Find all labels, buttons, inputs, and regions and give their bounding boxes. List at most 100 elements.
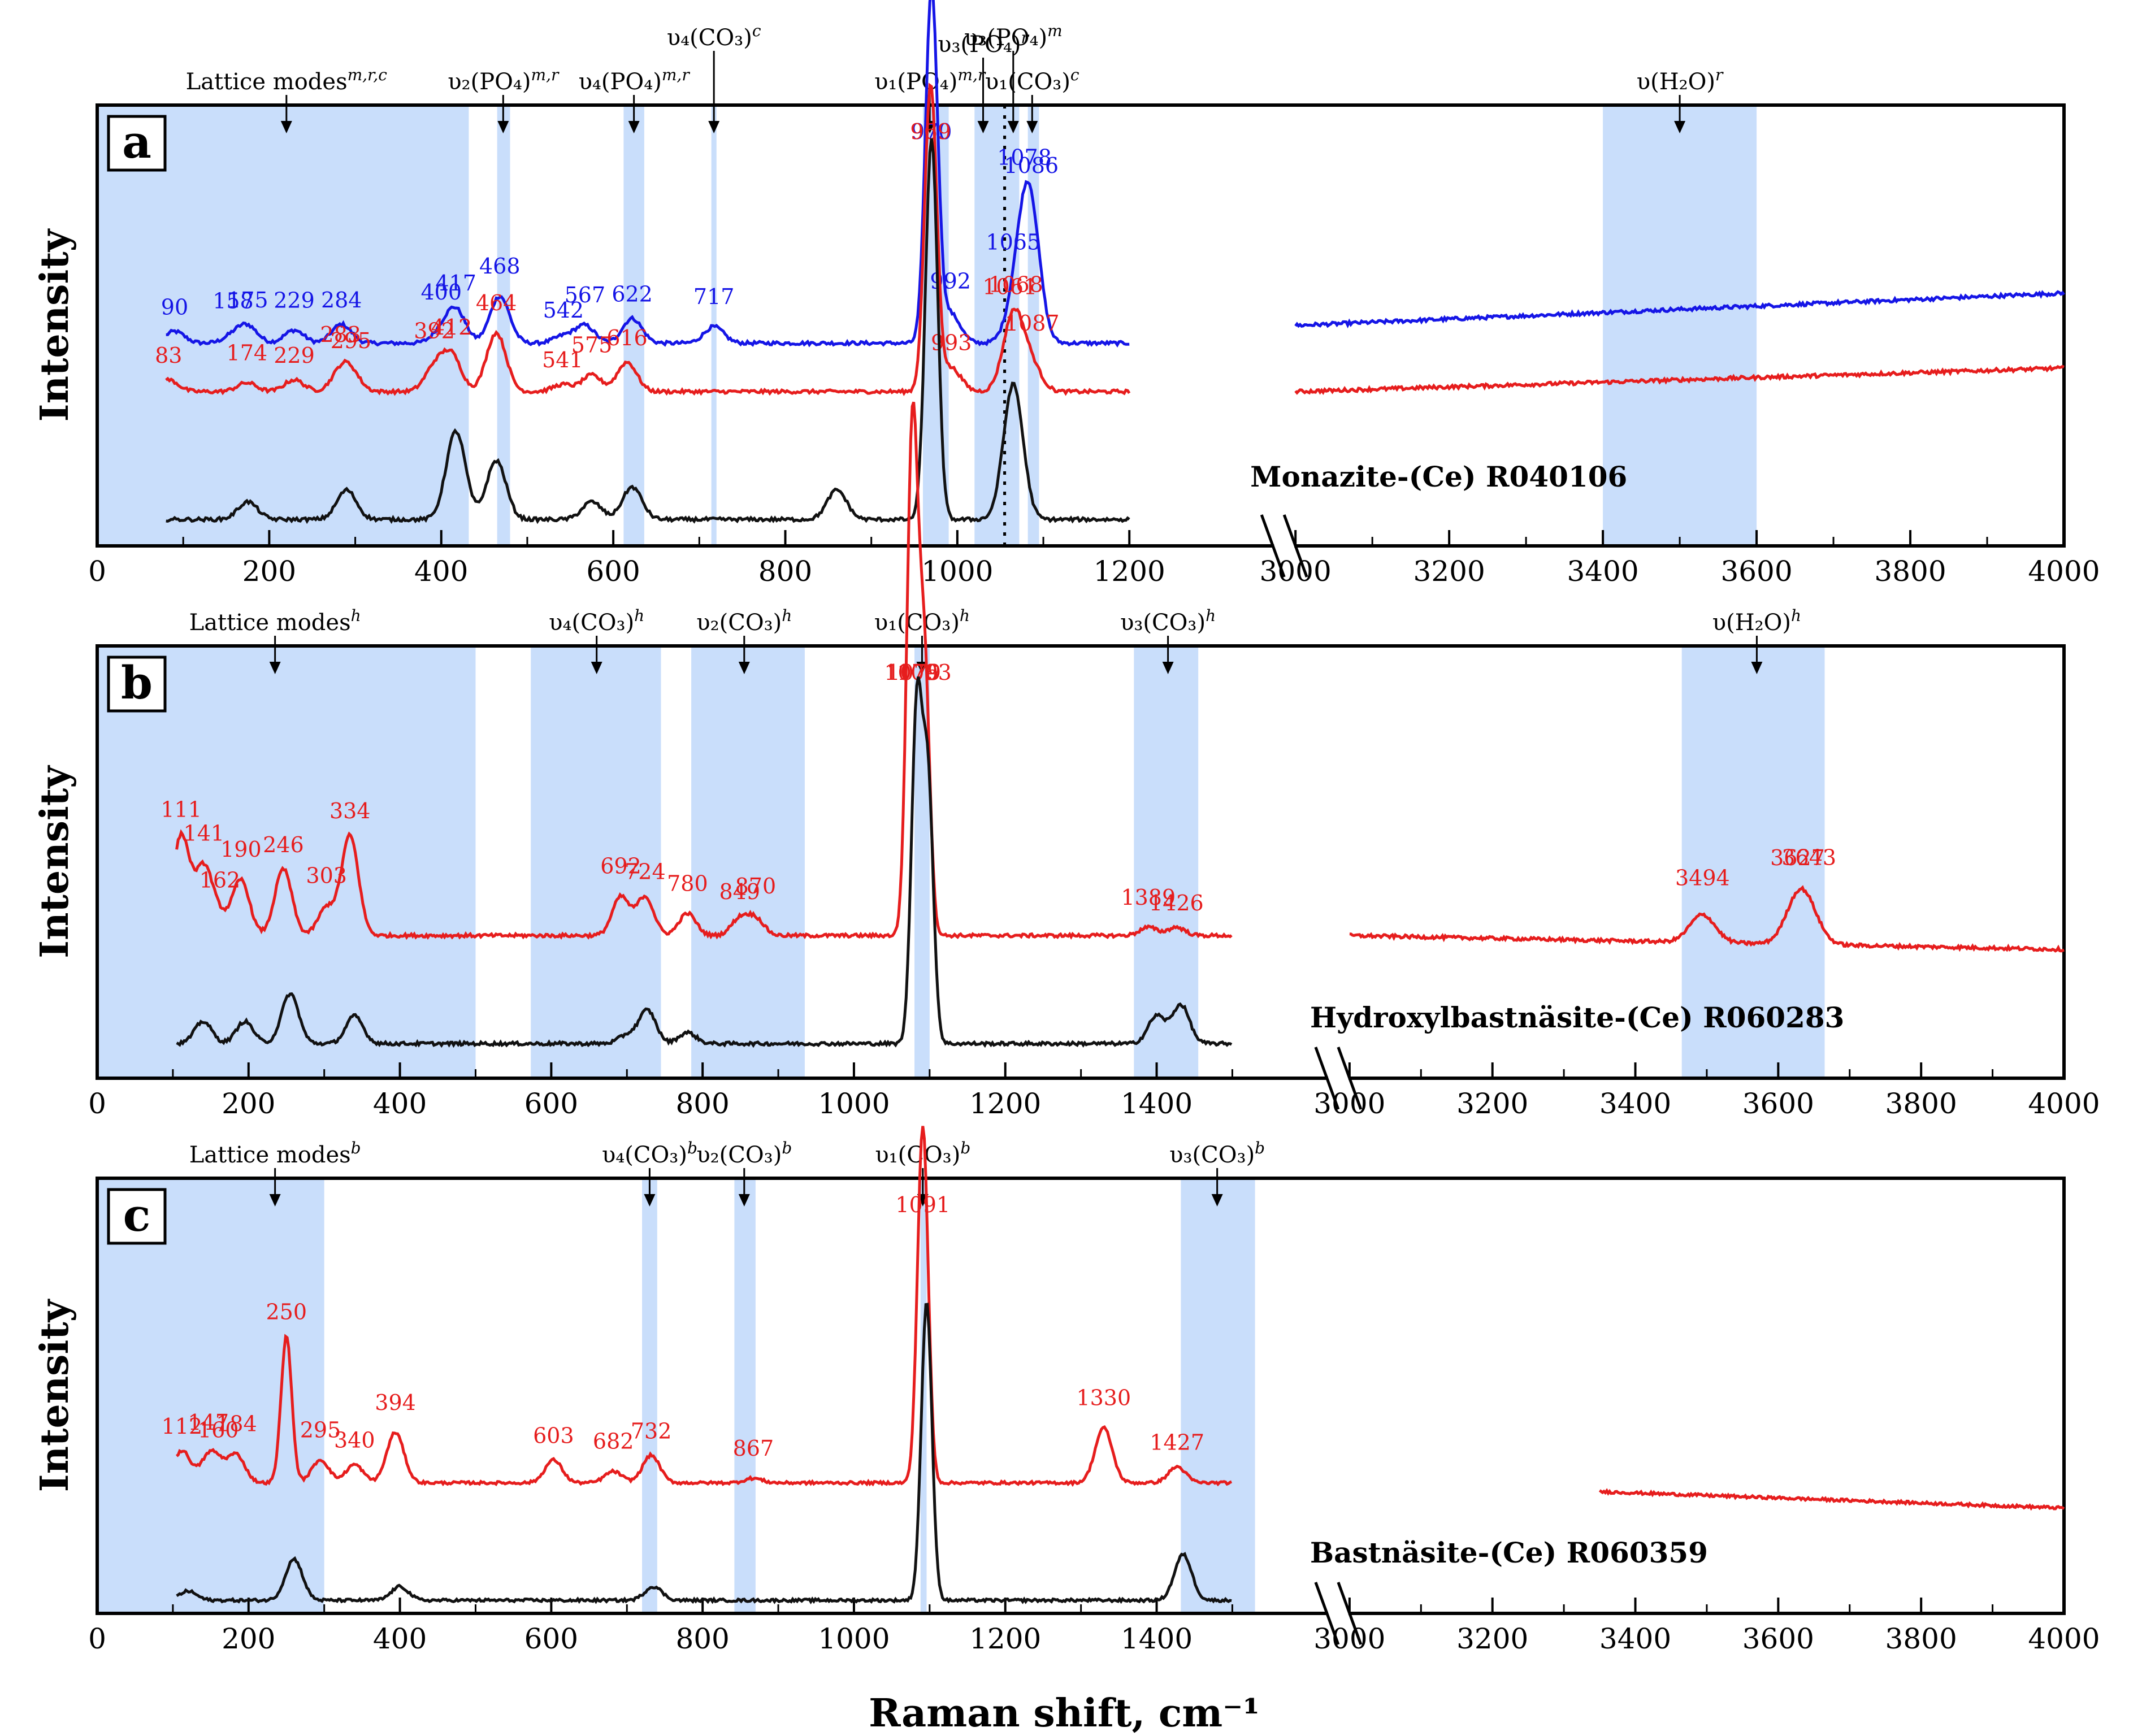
band-3 [920,1178,927,1613]
peak-label: 295 [331,328,372,353]
panel-letter-box [107,1188,167,1245]
peak-label: 158 [213,288,254,313]
axis-break-mark [1314,1047,1340,1110]
peak-label: 541 [542,348,583,372]
band-label: υ₂(CO₃)h [696,606,792,636]
band-label: υ₄(PO₄)m,r [579,66,691,96]
peak-label: 3494 [1675,866,1730,891]
band-4 [1181,1178,1255,1613]
peak-label: 303 [306,863,347,888]
band-arrow-head [628,121,640,133]
peak-label: 1086 [1004,153,1059,178]
x-tick-label: 600 [586,555,640,588]
x-tick-label: 0 [88,1622,106,1655]
x-tick-label: 3000 [1260,555,1332,588]
band-label: υ₁(CO₃)b [875,1139,970,1169]
x-tick-label: 3800 [1874,555,1946,588]
spectrum-red [165,83,1131,396]
band-label: υ₂(CO₃)b [696,1139,792,1169]
peak-label: 83 [155,343,182,368]
peak-label: 993 [931,331,972,355]
peak-label: 229 [274,288,315,313]
peak-label: 1426 [1149,891,1204,915]
spectrum-red [1598,1488,2065,1511]
x-tick-label: 3000 [1313,1622,1385,1655]
band-7 [1603,105,1757,546]
peak-label: 542 [543,298,584,323]
peak-label: 174 [227,340,268,365]
band-label: υ₃(PO₄)m [964,21,1063,51]
band-1 [531,646,661,1078]
y-axis-label: Intensity [32,228,77,422]
band-arrow-head [269,662,281,674]
band-0 [97,646,476,1078]
band-arrow-head [738,1194,750,1206]
panel-letter-box [107,656,167,713]
peak-label: 229 [274,343,315,368]
panel-c: 0 200 400 600 800 1000 1200 1400 3000 3200 3400 360… [32,1126,2100,1655]
band-arrow-head [1026,121,1038,133]
peak-label: 147 [188,1410,229,1435]
x-tick-label: 1400 [1121,1622,1193,1655]
x-tick-label: 3200 [1413,555,1485,588]
x-tick-label: 1000 [921,555,993,588]
peak-label: 1078 [997,145,1052,170]
x-tick-label: 400 [373,1087,427,1120]
peak-label: 400 [420,280,462,305]
panel-letter: c [123,1188,151,1242]
peak-label: 175 [227,288,268,313]
band-0 [97,1178,324,1613]
peak-label: 184 [216,1412,257,1436]
peak-label: 575 [571,333,613,358]
band-label: υ(H₂O)h [1712,606,1801,636]
band-5 [1681,646,1825,1078]
peak-label: 340 [334,1428,375,1453]
band-label: υ₃(CO₃)b [1169,1139,1265,1169]
peak-label: 162 [200,868,241,893]
x-tick-label: 3600 [1742,1622,1814,1655]
band-label: υ₂(PO₄)m,r [448,66,560,96]
panel-b: 0 200 400 600 800 1000 1200 1400 3000 3200 3400 360… [32,401,2100,1120]
x-tick-label: 4000 [2028,1622,2100,1655]
band-4 [1134,646,1199,1078]
peak-label: 141 [184,821,225,845]
peak-label: 870 [735,874,777,899]
peak-label: 1068 [988,272,1043,297]
peak-label: 464 [476,290,517,315]
x-tick-label: 400 [414,555,468,588]
band-label: υ₄(CO₃)h [549,606,644,636]
x-tick-label: 4000 [2028,555,2100,588]
x-tick-label: 1200 [969,1622,1041,1655]
band-2 [691,646,805,1078]
band-label: Lattice modesm,r,c [186,66,388,96]
spectrum-black [166,138,1130,524]
x-tick-label: 1200 [969,1087,1041,1120]
spectrum-black [176,1303,1232,1605]
peak-label: 90 [161,294,188,319]
x-tick-label: 200 [242,555,296,588]
x-tick-label: 800 [675,1087,729,1120]
band-0 [97,105,469,546]
band-5 [974,105,1020,546]
peak-label: 1091 [895,1192,950,1217]
peak-label: 246 [263,832,304,857]
peak-label: 250 [266,1300,307,1325]
spectrum-red [175,1126,1233,1487]
band-arrow-head [1211,1194,1223,1206]
band-arrow-head [738,662,750,674]
peak-label: 394 [375,1390,416,1415]
x-tick-label: 800 [675,1622,729,1655]
peak-label: 111 [161,797,202,822]
spectrum-red [1294,364,2065,395]
panel-letter: a [122,115,151,168]
x-tick-label: 4000 [2028,1087,2100,1120]
band-label: υ₃(PO₄)r [938,28,1029,58]
x-tick-label: 3400 [1599,1622,1671,1655]
band-arrow-head [644,1194,656,1206]
x-tick-label: 3600 [1742,1087,1814,1120]
x-tick-label: 3800 [1885,1622,1957,1655]
x-tick-label: 3400 [1599,1087,1671,1120]
peak-label: 3643 [1781,845,1836,870]
peak-label: 1389 [1121,885,1176,910]
peak-label: 682 [593,1429,634,1454]
